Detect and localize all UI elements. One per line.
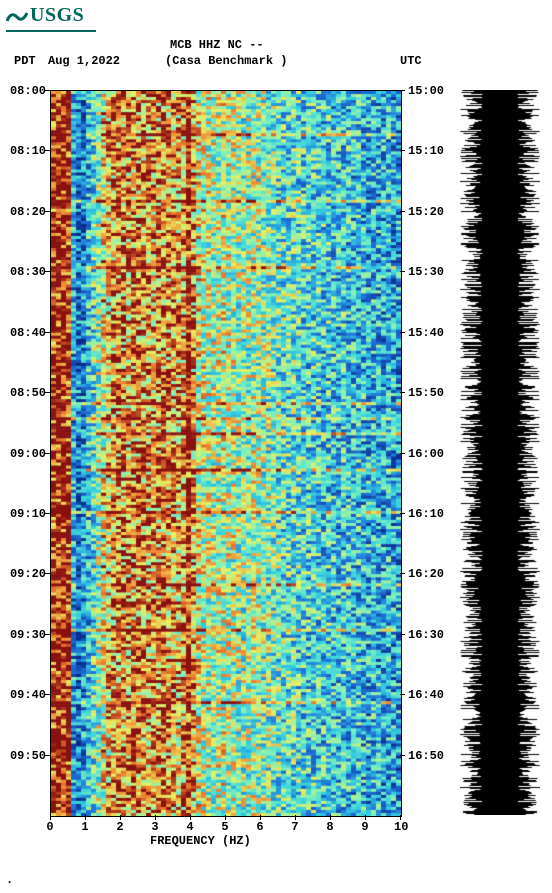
tick-mark <box>45 694 50 695</box>
y-tick-right: 16:50 <box>408 749 444 763</box>
y-tick-left: 09:40 <box>6 688 46 702</box>
tick-mark <box>400 90 405 91</box>
y-tick-right: 15:10 <box>408 144 444 158</box>
y-tick-left: 09:30 <box>6 628 46 642</box>
tick-mark <box>400 453 405 454</box>
tick-mark <box>120 815 121 820</box>
spectrogram-canvas <box>51 91 401 816</box>
tick-mark <box>295 815 296 820</box>
tick-mark <box>45 90 50 91</box>
tz-left-label: PDT <box>14 54 36 68</box>
y-tick-right: 15:50 <box>408 386 444 400</box>
x-tick: 8 <box>324 820 336 834</box>
y-tick-left: 08:50 <box>6 386 46 400</box>
tick-mark <box>45 392 50 393</box>
y-tick-right: 16:00 <box>408 447 444 461</box>
y-tick-left: 09:50 <box>6 749 46 763</box>
tick-mark <box>45 573 50 574</box>
x-tick: 6 <box>254 820 266 834</box>
tick-mark <box>50 815 51 820</box>
tick-mark <box>45 513 50 514</box>
tick-mark <box>260 815 261 820</box>
tick-mark <box>400 573 405 574</box>
tick-mark <box>400 271 405 272</box>
usgs-wave-icon <box>6 7 28 29</box>
tick-mark <box>225 815 226 820</box>
tick-mark <box>365 815 366 820</box>
x-tick: 9 <box>359 820 371 834</box>
tz-right-label: UTC <box>400 54 422 68</box>
tick-mark <box>45 453 50 454</box>
y-tick-right: 15:20 <box>408 205 444 219</box>
y-tick-right: 16:10 <box>408 507 444 521</box>
footer-mark: . <box>6 873 13 887</box>
waveform-canvas <box>460 90 540 815</box>
x-tick: 2 <box>114 820 126 834</box>
tick-mark <box>400 755 405 756</box>
tick-mark <box>400 392 405 393</box>
y-tick-left: 08:00 <box>6 84 46 98</box>
y-tick-left: 09:20 <box>6 567 46 581</box>
spectrogram-plot <box>50 90 402 817</box>
tick-mark <box>45 755 50 756</box>
tick-mark <box>400 150 405 151</box>
usgs-logo-text: USGS <box>30 4 84 26</box>
y-tick-left: 09:00 <box>6 447 46 461</box>
x-axis-label: FREQUENCY (HZ) <box>150 834 251 848</box>
tick-mark <box>45 150 50 151</box>
y-tick-right: 15:30 <box>408 265 444 279</box>
date-label: Aug 1,2022 <box>48 54 120 68</box>
tick-mark <box>400 211 405 212</box>
y-tick-left: 08:40 <box>6 326 46 340</box>
y-tick-right: 15:00 <box>408 84 444 98</box>
tick-mark <box>400 815 401 820</box>
tick-mark <box>400 634 405 635</box>
x-tick: 7 <box>289 820 301 834</box>
y-tick-right: 16:20 <box>408 567 444 581</box>
y-tick-right: 15:40 <box>408 326 444 340</box>
tick-mark <box>45 271 50 272</box>
x-tick: 5 <box>219 820 231 834</box>
tick-mark <box>155 815 156 820</box>
tick-mark <box>45 634 50 635</box>
x-tick: 10 <box>394 820 406 834</box>
tick-mark <box>45 211 50 212</box>
tick-mark <box>85 815 86 820</box>
y-tick-left: 09:10 <box>6 507 46 521</box>
tick-mark <box>400 332 405 333</box>
station-id: MCB HHZ NC -- <box>170 38 264 52</box>
y-tick-right: 16:40 <box>408 688 444 702</box>
y-tick-left: 08:10 <box>6 144 46 158</box>
station-name: (Casa Benchmark ) <box>165 54 287 68</box>
y-tick-left: 08:20 <box>6 205 46 219</box>
x-tick: 3 <box>149 820 161 834</box>
x-tick: 4 <box>184 820 196 834</box>
tick-mark <box>45 332 50 333</box>
x-tick: 1 <box>79 820 91 834</box>
y-tick-left: 08:30 <box>6 265 46 279</box>
tick-mark <box>330 815 331 820</box>
waveform-strip <box>460 90 540 815</box>
tick-mark <box>190 815 191 820</box>
y-tick-right: 16:30 <box>408 628 444 642</box>
tick-mark <box>400 513 405 514</box>
usgs-logo: USGS <box>6 4 96 32</box>
x-tick: 0 <box>44 820 56 834</box>
tick-mark <box>400 694 405 695</box>
